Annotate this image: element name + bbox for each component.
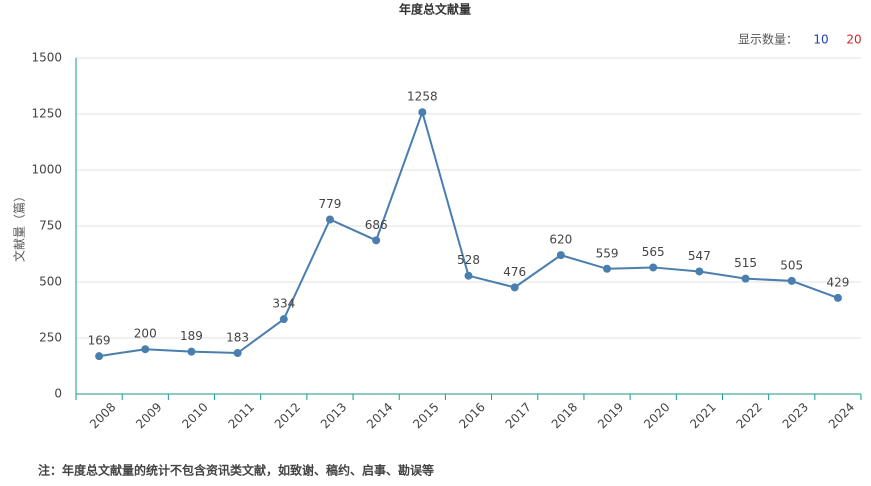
x-tick-label: 2012 [272,400,303,431]
display-count-option[interactable]: 10 [813,33,828,47]
data-label: 169 [88,334,111,348]
data-point [233,349,242,358]
data-label: 200 [134,327,157,341]
data-label: 620 [549,233,572,247]
data-point [695,267,704,276]
y-tick-label: 500 [39,275,62,289]
data-label: 429 [826,275,849,289]
data-label: 779 [319,197,342,211]
y-tick-label: 250 [39,331,62,345]
data-label: 334 [272,297,295,311]
chart-title: 年度总文献量 [399,2,471,17]
y-tick-label: 750 [39,219,62,233]
y-tick-label: 1000 [31,163,62,177]
data-point [279,315,288,324]
data-point [325,215,334,224]
x-tick-label: 2019 [595,400,626,431]
x-tick-label: 2024 [826,400,857,431]
data-label: 565 [642,245,665,259]
y-tick-label: 1500 [31,51,62,65]
data-label: 1258 [407,90,438,104]
display-count-option[interactable]: 20 [846,33,861,47]
data-point [787,276,796,285]
x-tick-label: 2010 [179,400,210,431]
x-tick-label: 2011 [226,400,257,431]
data-point [141,345,150,354]
x-tick-label: 2008 [87,400,118,431]
x-tick-label: 2022 [733,400,764,431]
x-tick-label: 2020 [641,400,672,431]
data-point [603,264,612,273]
data-point [556,251,565,260]
data-label: 189 [180,329,203,343]
data-point [649,263,658,272]
data-label: 515 [734,256,757,270]
x-tick-label: 2014 [364,400,395,431]
data-label: 559 [596,246,619,260]
data-point [95,352,104,361]
data-label: 547 [688,249,711,263]
data-point [464,271,473,280]
data-point [187,347,196,356]
data-point [833,293,842,302]
data-label: 183 [226,331,249,345]
y-tick-label: 0 [54,387,62,401]
data-label: 476 [503,265,526,279]
x-tick-label: 2017 [503,400,534,431]
display-count-label: 显示数量： [738,32,798,47]
data-label: 505 [780,258,803,272]
x-tick-label: 2015 [410,400,441,431]
x-tick-label: 2009 [133,400,164,431]
data-label: 528 [457,253,480,267]
data-point [418,108,427,117]
x-tick-label: 2021 [687,400,718,431]
x-tick-label: 2018 [549,400,580,431]
x-tick-label: 2013 [318,400,349,431]
x-tick-label: 2016 [456,400,487,431]
data-point [741,274,750,283]
x-tick-label: 2023 [780,400,811,431]
y-tick-label: 1250 [31,107,62,121]
data-point [510,283,519,292]
footnote: 注：年度总文献量的统计不包含资讯类文献，如致谢、稿约、启事、勘误等 [38,463,434,478]
data-label: 686 [365,218,388,232]
y-axis-label: 文献量（篇） [12,190,27,262]
data-point [372,236,381,245]
data-line [98,108,839,358]
